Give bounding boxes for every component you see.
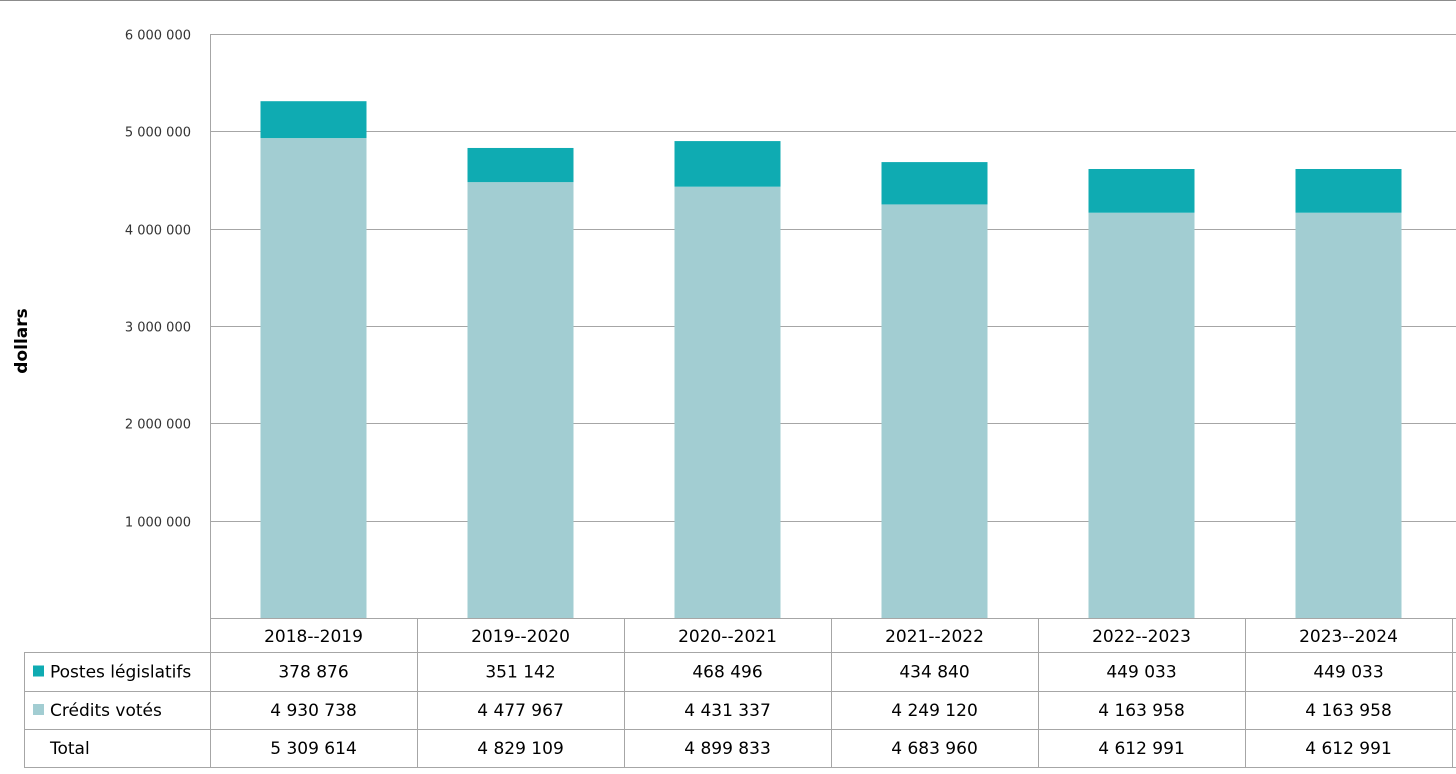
y-tick-label: 4 000 000 (125, 224, 191, 239)
bar-credits-votes (881, 204, 988, 618)
y-tick-label: 6 000 000 (125, 29, 191, 44)
y-tick-label: 5 000 000 (125, 126, 191, 141)
bar-postes-legislatifs (881, 162, 988, 205)
gridlines (210, 34, 1456, 618)
data-label: 4 930 738 (270, 701, 357, 721)
category-label: 2023-‑2024 (1299, 627, 1398, 647)
data-table: 2018-‑2019 2019-‑2020 2020-‑2021 2021-‑2022… (24, 618, 1456, 768)
data-label: 351 142 (485, 663, 555, 683)
data-label: 4 477 967 (477, 701, 564, 721)
data-label: 378 876 (278, 663, 348, 683)
row-label: Total (49, 739, 90, 759)
bar-credits-votes (467, 182, 574, 619)
data-label: 468 496 (692, 663, 762, 683)
bars (260, 101, 1402, 619)
data-label: 4 612 991 (1305, 739, 1392, 759)
bar-postes-legislatifs (467, 147, 574, 183)
bar-postes-legislatifs (674, 141, 781, 187)
bar-credits-votes (1295, 212, 1402, 619)
bar-postes-legislatifs (260, 101, 367, 139)
category-label: 2019-‑2020 (471, 627, 570, 647)
data-label: 4 249 120 (891, 701, 978, 721)
data-label: 4 163 958 (1305, 701, 1392, 721)
category-label: 2022-‑2023 (1092, 627, 1191, 647)
data-label: 4 431 337 (684, 701, 771, 721)
bar-credits-votes (1088, 212, 1195, 619)
category-label: 2018-‑2019 (264, 627, 363, 647)
y-tick-label: 3 000 000 (125, 321, 191, 336)
y-axis-ticks: 1 000 000 2 000 000 3 000 000 4 000 000 5 00… (125, 29, 191, 531)
data-label: 434 840 (899, 663, 969, 683)
category-label: 2021-‑2022 (885, 627, 984, 647)
bar-credits-votes (674, 186, 781, 618)
legend-swatch (33, 704, 44, 715)
data-label: 4 163 958 (1098, 701, 1185, 721)
data-label: 449 033 (1313, 663, 1383, 683)
y-axis-label: dollars (12, 308, 32, 373)
data-label: 5 309 614 (270, 739, 357, 759)
bar-postes-legislatifs (1295, 169, 1402, 213)
y-tick-label: 2 000 000 (125, 418, 191, 433)
data-label: 4 899 833 (684, 739, 771, 759)
row-label: Postes législatifs (50, 663, 191, 683)
category-label: 2020-‑2021 (678, 627, 777, 647)
row-label: Crédits votés (50, 701, 162, 721)
data-label: 4 612 991 (1098, 739, 1185, 759)
data-label: 4 829 109 (477, 739, 564, 759)
legend-swatch (33, 665, 44, 677)
data-label: 4 683 960 (891, 739, 978, 759)
y-tick-label: 1 000 000 (125, 516, 191, 531)
bar-postes-legislatifs (1088, 169, 1195, 213)
bar-credits-votes (260, 138, 367, 618)
data-label: 449 033 (1106, 663, 1176, 683)
